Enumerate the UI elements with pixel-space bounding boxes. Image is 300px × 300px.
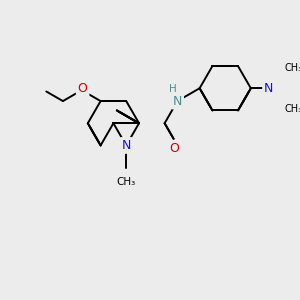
Text: N: N xyxy=(122,139,131,152)
Text: CH₃: CH₃ xyxy=(284,63,300,73)
Text: CH₃: CH₃ xyxy=(284,104,300,114)
Text: H: H xyxy=(169,84,177,94)
Text: O: O xyxy=(169,142,179,155)
Text: O: O xyxy=(78,82,88,95)
Text: CH₃: CH₃ xyxy=(117,177,136,188)
Text: N: N xyxy=(173,94,182,108)
Text: N: N xyxy=(264,82,273,95)
